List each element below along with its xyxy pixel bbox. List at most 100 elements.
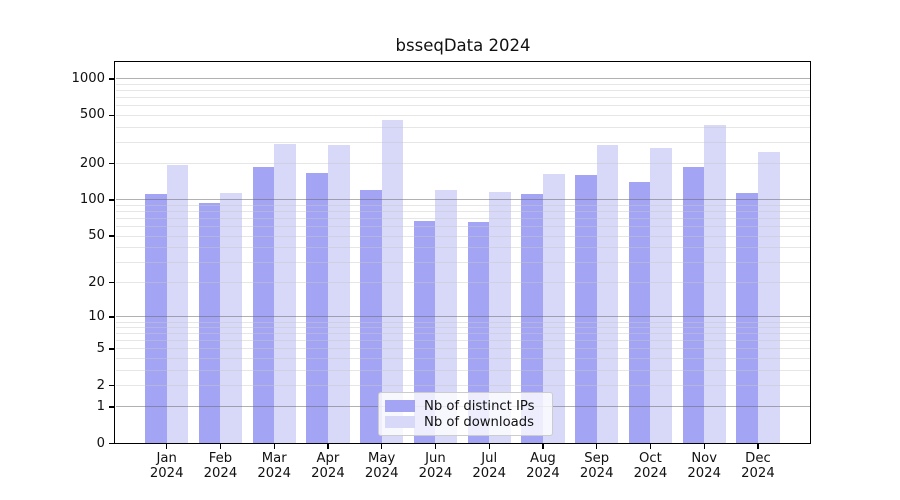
bar-apr-nb-of-distinct-ips <box>306 172 328 444</box>
gridline-minor-6 <box>116 340 810 342</box>
y-tick-label-10: 10 <box>88 308 105 324</box>
bar-mar-nb-of-distinct-ips <box>252 167 275 444</box>
x-tick-label-jun: Jun 2024 <box>418 451 453 481</box>
gridline-minor-400 <box>116 126 810 128</box>
x-tick-mark-sep <box>596 444 598 449</box>
gridline-minor-60 <box>116 226 810 228</box>
bar-nov-nb-of-distinct-ips <box>682 167 705 444</box>
bar-jan-nb-of-distinct-ips <box>145 194 167 444</box>
y-tick-label-1000: 1000 <box>71 70 105 86</box>
gridline-major-100 <box>116 199 810 201</box>
x-tick-label-apr: Apr 2024 <box>311 451 345 481</box>
gridline-minor-4 <box>116 358 810 360</box>
x-tick-mark-apr <box>327 444 329 449</box>
gridline-minor-20 <box>116 282 810 284</box>
y-tick-mark-20 <box>109 282 114 284</box>
x-tick-mark-jan <box>166 444 168 449</box>
y-tick-label-5: 5 <box>96 340 105 356</box>
gridline-minor-200 <box>116 163 810 165</box>
y-tick-label-20: 20 <box>88 274 105 290</box>
y-tick-label-100: 100 <box>79 191 105 207</box>
gridline-minor-300 <box>116 141 810 143</box>
bar-dec-nb-of-downloads <box>757 151 780 444</box>
gridline-minor-3 <box>116 369 810 371</box>
x-tick-label-feb: Feb 2024 <box>203 451 238 481</box>
legend-swatch-downloads <box>385 416 415 428</box>
gridline-minor-800 <box>116 90 810 92</box>
gridline-minor-5 <box>116 348 810 350</box>
y-tick-mark-2 <box>109 384 114 387</box>
y-tick-mark-500 <box>109 114 114 117</box>
gridline-minor-900 <box>116 84 810 86</box>
legend-label-distinct-ips: Nb of distinct IPs <box>424 398 535 414</box>
gridline-minor-8 <box>116 327 810 329</box>
bar-jul-nb-of-distinct-ips <box>467 221 490 444</box>
x-tick-mark-jul <box>488 444 490 449</box>
gridline-minor-700 <box>116 97 810 99</box>
bar-jun-nb-of-distinct-ips <box>413 220 436 444</box>
y-tick-label-200: 200 <box>79 155 105 171</box>
bar-feb-nb-of-distinct-ips <box>198 203 221 444</box>
x-tick-mark-mar <box>273 444 275 449</box>
bar-dec-nb-of-distinct-ips <box>736 192 758 444</box>
legend: Nb of distinct IPs Nb of downloads <box>378 392 553 436</box>
x-tick-label-may: May 2024 <box>364 451 399 481</box>
gridline-minor-7 <box>116 333 810 335</box>
x-tick-mark-nov <box>703 444 705 449</box>
gridline-minor-70 <box>116 218 810 220</box>
bar-aug-nb-of-distinct-ips <box>521 193 543 444</box>
gridline-major-10 <box>116 316 810 318</box>
gridline-major-1000 <box>116 78 810 80</box>
y-tick-label-0: 0 <box>96 435 105 451</box>
bar-sep-nb-of-downloads <box>596 144 619 444</box>
y-tick-label-500: 500 <box>79 107 105 123</box>
y-tick-mark-200 <box>109 163 114 165</box>
x-tick-label-oct: Oct 2024 <box>633 451 668 481</box>
x-tick-mark-may <box>381 444 383 449</box>
y-tick-label-50: 50 <box>88 228 105 244</box>
y-tick-mark-10 <box>109 316 114 318</box>
x-tick-label-nov: Nov 2024 <box>687 451 721 481</box>
y-tick-mark-1 <box>109 406 114 408</box>
gridline-minor-90 <box>116 204 810 206</box>
bar-jan-nb-of-downloads <box>166 164 189 444</box>
y-tick-label-2: 2 <box>96 377 105 393</box>
legend-swatch-distinct-ips <box>385 400 415 412</box>
gridline-minor-40 <box>116 247 810 249</box>
bar-sep-nb-of-distinct-ips <box>575 175 597 444</box>
gridline-minor-600 <box>116 105 810 107</box>
legend-item-distinct-ips: Nb of distinct IPs <box>385 398 544 414</box>
x-tick-mark-feb <box>219 444 222 449</box>
y-tick-label-1: 1 <box>96 398 105 414</box>
gridline-minor-80 <box>116 211 810 213</box>
x-tick-mark-aug <box>542 444 544 449</box>
legend-label-downloads: Nb of downloads <box>424 414 534 430</box>
y-tick-mark-1000 <box>109 78 114 80</box>
bar-oct-nb-of-distinct-ips <box>628 181 651 444</box>
y-tick-mark-100 <box>109 199 114 201</box>
bar-mar-nb-of-downloads <box>274 144 296 444</box>
legend-item-downloads: Nb of downloads <box>385 414 544 430</box>
bar-nov-nb-of-downloads <box>704 125 726 444</box>
y-tick-mark-0 <box>109 442 114 445</box>
x-tick-label-aug: Aug 2024 <box>526 451 560 481</box>
chart-title: bsseqData 2024 <box>395 36 531 55</box>
bar-feb-nb-of-downloads <box>220 193 243 444</box>
gridline-minor-2 <box>116 385 810 387</box>
x-tick-mark-jun <box>434 444 437 449</box>
x-tick-label-mar: Mar 2024 <box>257 451 291 481</box>
bar-apr-nb-of-downloads <box>327 144 350 444</box>
bar-may-nb-of-downloads <box>381 119 404 444</box>
gridline-minor-9 <box>116 321 810 323</box>
bar-aug-nb-of-downloads <box>542 174 565 444</box>
x-tick-mark-oct <box>649 444 652 449</box>
gridline-minor-500 <box>116 114 810 116</box>
x-tick-mark-dec <box>757 444 759 449</box>
gridline-minor-50 <box>116 235 810 237</box>
x-tick-label-jan: Jan 2024 <box>149 451 184 481</box>
y-tick-mark-5 <box>109 348 114 350</box>
bar-oct-nb-of-downloads <box>650 147 673 444</box>
x-tick-label-dec: Dec 2024 <box>741 451 775 481</box>
bar-jul-nb-of-downloads <box>489 191 511 444</box>
